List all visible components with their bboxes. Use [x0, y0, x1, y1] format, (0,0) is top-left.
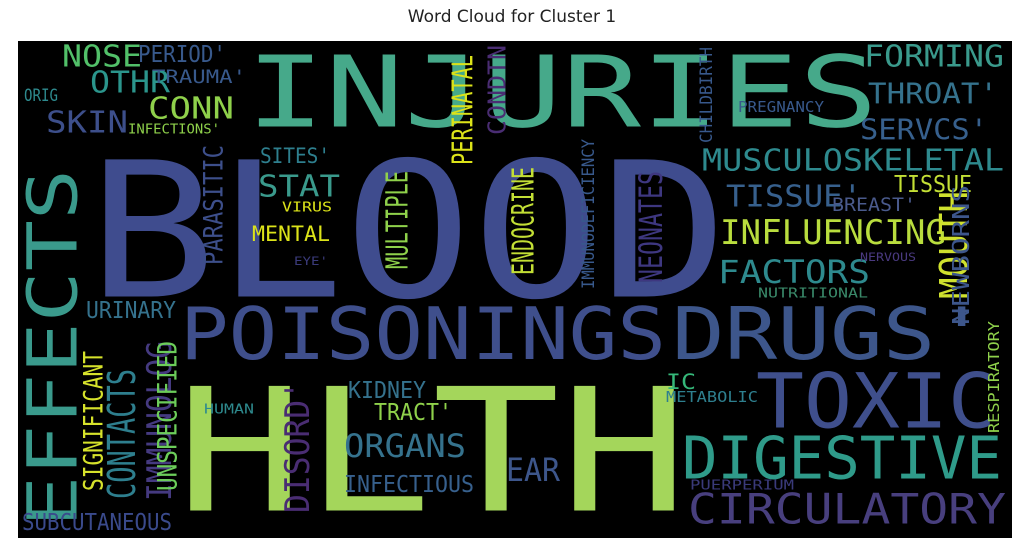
word-influencing: INFLUENCING: [720, 213, 946, 253]
word-mouth: MOUTH: [932, 191, 976, 299]
word-musculoskeletal: MUSCULOSKELETAL: [702, 144, 1004, 179]
word-period: PERIOD': [138, 42, 226, 68]
word-condtn: CONDTN: [483, 45, 512, 135]
word-breast: BREAST': [832, 194, 916, 216]
word-infections: INFECTIONS': [128, 123, 220, 138]
word-tract: TRACT': [374, 400, 452, 426]
word-drugs: DRUGS': [672, 293, 988, 377]
word-childbirth: CHILDBIRTH: [697, 47, 717, 143]
word-multiple: MULTIPLE: [381, 171, 416, 269]
word-nervous: NERVOUS: [860, 250, 916, 264]
word-metabolic: METABOLIC: [666, 388, 758, 406]
word-poisonings: POISONINGS: [180, 293, 666, 377]
word-parasitic: PARASITIC: [199, 145, 230, 265]
word-respiratory: RESPIRATORY: [985, 321, 1003, 433]
word-human: HUMAN: [204, 403, 254, 418]
word-orig: ORIG: [24, 86, 58, 106]
word-subcutaneous: SUBCUTANEOUS: [22, 510, 172, 536]
word-effects: EFFECTS: [18, 169, 94, 527]
word-toxic: TOXIC: [756, 357, 996, 446]
word-sites: SITES': [260, 144, 330, 168]
word-endocrine: ENDOCRINE: [507, 167, 542, 275]
word-immunolog: IMMUNOLOG: [140, 341, 180, 501]
chart-title: Word Cloud for Cluster 1: [407, 7, 617, 27]
word-digestive: DIGESTIVE: [682, 424, 1002, 493]
word-throat: THROAT': [868, 78, 998, 111]
word-newborns: NEWBORNS: [949, 185, 975, 325]
word-infectious: INFECTIOUS: [344, 472, 474, 498]
word-injuries: INJURIES: [246, 41, 878, 151]
word-contacts: CONTACTS: [100, 369, 144, 499]
word-conn: CONN: [148, 92, 234, 127]
word-ic: IC: [666, 370, 696, 394]
word-nose: NOSE: [62, 41, 142, 75]
word-organs: ORGANS: [344, 427, 466, 465]
word-nutritional: NUTRITIONAL: [758, 287, 868, 302]
word-cloud-canvas: BLOOD HLTH INJURIES EFFECTS POISONINGS DRUGS'…: [18, 41, 1012, 538]
word-virus: VIRUS: [282, 201, 332, 216]
word-immunodeficiency: IMMUNODEFICIENCY: [579, 139, 599, 289]
word-hlth: HLTH: [176, 353, 688, 539]
word-eye: EYE': [294, 254, 328, 268]
word-trauma: TRAUMA': [152, 66, 246, 88]
word-kidney: KIDNEY: [348, 378, 426, 404]
word-unspecified: UNSPECIFIED: [153, 341, 184, 491]
word-circulatory: CIRCULATORY: [688, 485, 1006, 534]
word-othr: OTHR: [90, 66, 171, 101]
word-pregnancy: PREGNANCY: [738, 98, 824, 116]
word-perinatal: PERINATAL: [447, 55, 480, 165]
word-disord: DISORD': [278, 381, 318, 513]
word-puerperium: PUERPERIUM: [690, 479, 794, 494]
word-forming: FORMING: [864, 41, 1004, 75]
word-neonates: NEONATES: [632, 171, 670, 283]
word-blood: BLOOD: [88, 123, 728, 342]
word-factors: FACTORS: [718, 253, 870, 291]
word-tissue: TISSUE: [894, 172, 972, 198]
word-significant: SIGNIFICANT: [79, 351, 110, 491]
word-ear: EAR: [506, 451, 561, 489]
word-servcs: SERVCS': [860, 114, 988, 147]
word-stat: STAT: [258, 170, 340, 205]
word-urinary: URINARY: [86, 298, 176, 324]
word-skin: SKIN: [46, 106, 128, 141]
word-tissue: TISSUE': [726, 180, 862, 215]
word-mental: MENTAL: [252, 222, 330, 246]
